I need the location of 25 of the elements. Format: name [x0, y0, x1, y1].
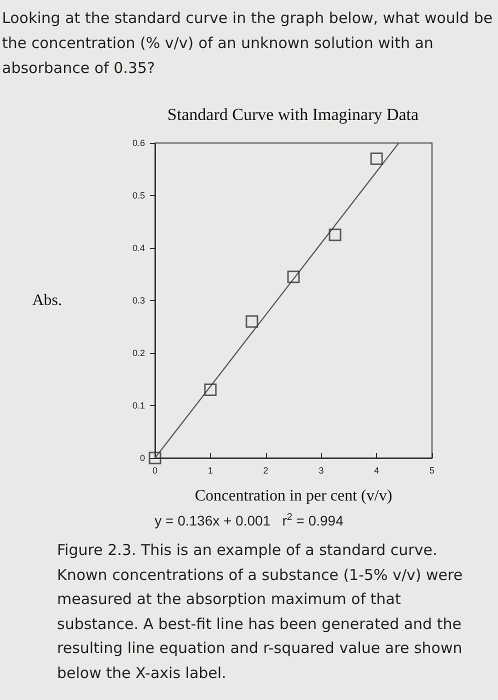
- text: Looking at the standard curve in the graph below, what would be the concentration (% v/v) of an unknown solution with an absorbance of 0.35?: [2, 8, 494, 79]
- y-tick-label: 0.3: [132, 296, 145, 306]
- x-tick-label: 0: [152, 466, 158, 476]
- point: [204, 384, 217, 396]
- x-tick-label: 4: [374, 466, 380, 476]
- point: [370, 152, 383, 165]
- point: [246, 315, 258, 328]
- y-tick-label: 0.5: [132, 190, 145, 200]
- point: [287, 270, 300, 284]
- x-axis-title: Concentration in per cent (v/v): [194, 488, 392, 504]
- y-tick-label: 0: [140, 453, 145, 463]
- y-tick-label: 0.1: [132, 400, 145, 410]
- caption: Figure 2.3. This is an example of a standard curve. Known concentrations of a substance (1-5% v/v) were measured at the absorption maximum of that substance. A best-fit line has been generated and the resulting line equation and r-squared value are shown below the X-axis label.: [57, 540, 464, 684]
- point: [328, 228, 342, 242]
- x-tick-label: 1: [208, 466, 213, 476]
- y-axis-title: Abs.: [32, 292, 62, 309]
- x-tick-label: 3: [318, 466, 324, 476]
- y-tick-label: 0.2: [132, 348, 145, 358]
- y-tick-label: 0.6: [132, 138, 145, 148]
- x-tick-label: 5: [429, 466, 435, 476]
- chart-title: Standard Curve with Imaginary Data: [167, 105, 420, 124]
- y-tick-label: 0.4: [132, 243, 145, 253]
- x-tick-label: 2: [263, 466, 268, 476]
- text: y = 0.136x + 0.001 r$^{2}$ = 0.994: [154, 512, 344, 529]
- point: [148, 452, 162, 464]
